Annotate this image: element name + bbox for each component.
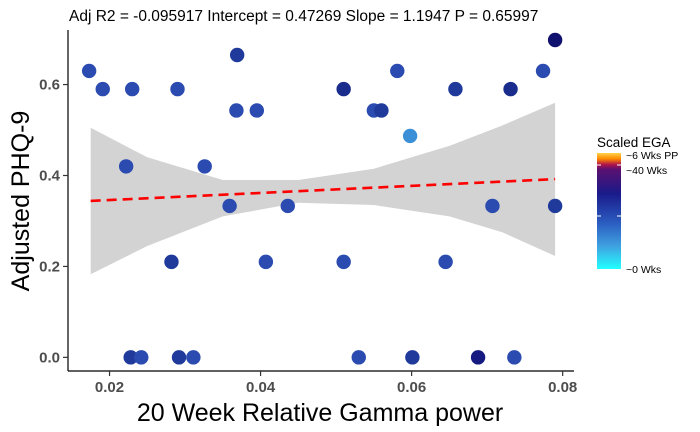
data-point — [336, 254, 351, 270]
confidence-band-layer — [90, 102, 556, 275]
data-point — [280, 198, 295, 214]
data-point — [438, 254, 453, 270]
data-point — [95, 81, 110, 97]
data-point — [123, 350, 138, 365]
data-point — [229, 47, 245, 63]
data-point — [503, 81, 518, 97]
data-point — [402, 128, 418, 144]
data-point — [390, 63, 405, 79]
axes-layer: 0.02 0.04 0.06 0.08 0.0 0.2 0.4 0.6 — [39, 30, 577, 396]
data-point — [164, 254, 179, 270]
data-point — [249, 103, 265, 118]
data-point — [118, 159, 134, 174]
data-point — [258, 254, 274, 270]
legend-colorbar — [597, 153, 621, 269]
x-tick-label: 0.04 — [246, 379, 276, 396]
data-point — [351, 350, 366, 365]
data-point — [134, 350, 149, 365]
data-point — [547, 32, 563, 48]
data-point — [405, 350, 420, 365]
data-point — [374, 103, 389, 118]
data-point — [485, 198, 500, 214]
data-point — [507, 350, 522, 365]
data-point — [170, 81, 185, 97]
data-point — [535, 63, 551, 79]
legend-title: Scaled EGA — [597, 135, 671, 150]
data-point — [124, 81, 140, 97]
data-point — [547, 198, 563, 214]
color-legend: Scaled EGA ~6 Wks PP ~40 Wks ~0 Wks — [597, 135, 678, 276]
y-tick-label: 0.4 — [39, 167, 61, 184]
data-point — [197, 159, 212, 174]
y-tick-label: 0.0 — [39, 349, 60, 366]
chart-title: Adj R2 = -0.095917 Intercept = 0.47269 S… — [69, 8, 538, 25]
data-point — [448, 81, 463, 97]
trend-line-layer — [90, 177, 556, 203]
data-point — [81, 63, 97, 79]
data-point — [336, 81, 351, 97]
data-point — [222, 198, 237, 214]
trend-line — [90, 177, 556, 203]
y-tick-label: 0.6 — [39, 77, 60, 94]
data-point — [229, 103, 244, 118]
data-point — [470, 350, 486, 365]
confidence-band — [90, 102, 556, 275]
legend-label-bottom: ~0 Wks — [626, 264, 661, 276]
data-point — [186, 350, 201, 365]
legend-label-top: ~6 Wks PP — [626, 150, 678, 162]
x-tick-label: 0.06 — [397, 379, 426, 396]
y-axis-title: Adjusted PHQ-9 — [7, 111, 35, 292]
y-tick-label: 0.2 — [39, 258, 60, 275]
data-points-layer — [81, 32, 563, 365]
data-point — [171, 350, 187, 365]
x-tick-label: 0.02 — [95, 379, 124, 396]
x-axis-title: 20 Week Relative Gamma power — [137, 399, 503, 427]
x-tick-label: 0.08 — [548, 379, 577, 396]
legend-label-mid: ~40 Wks — [626, 165, 667, 177]
